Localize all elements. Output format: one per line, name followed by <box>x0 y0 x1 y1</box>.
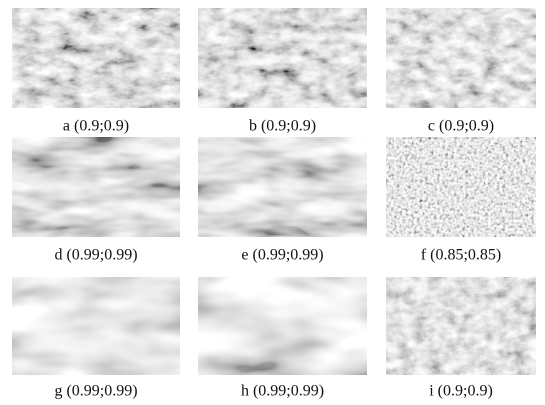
figure: a (0.9;0.9) b (0.9;0.9) c (0.9;0.9) d (0.99… <box>0 0 545 405</box>
texture-image <box>386 277 536 375</box>
panel-caption: b (0.9;0.9) <box>249 118 316 135</box>
panel-caption: i (0.9;0.9) <box>429 383 493 400</box>
panel-caption: h (0.99;0.99) <box>241 383 324 400</box>
panel-caption: e (0.99;0.99) <box>241 247 323 264</box>
panel-caption: a (0.9;0.9) <box>63 118 129 135</box>
panel-caption: d (0.99;0.99) <box>54 247 137 264</box>
texture-image <box>386 8 536 108</box>
texture-image <box>198 8 367 108</box>
panel-caption: g (0.99;0.99) <box>54 383 137 400</box>
texture-image <box>198 137 367 237</box>
texture-image <box>386 137 536 237</box>
texture-image <box>12 8 180 108</box>
panel-caption: f (0.85;0.85) <box>421 247 501 264</box>
texture-image <box>12 137 180 237</box>
panel-caption: c (0.9;0.9) <box>428 118 494 135</box>
texture-image <box>198 277 367 375</box>
texture-image <box>12 277 180 375</box>
